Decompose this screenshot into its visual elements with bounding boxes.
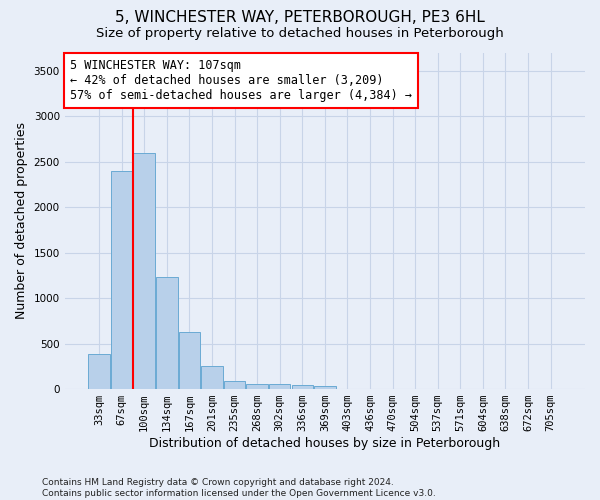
Bar [111, 171, 133, 389]
Y-axis label: Number of detached properties: Number of detached properties [15, 122, 28, 320]
Bar [179, 332, 200, 389]
Bar [247, 384, 268, 389]
Bar [314, 386, 335, 389]
Bar [224, 381, 245, 389]
Bar [292, 385, 313, 389]
Bar [201, 366, 223, 389]
Text: 5 WINCHESTER WAY: 107sqm
← 42% of detached houses are smaller (3,209)
57% of sem: 5 WINCHESTER WAY: 107sqm ← 42% of detach… [70, 59, 412, 102]
Bar [156, 277, 178, 389]
Bar [269, 384, 290, 389]
X-axis label: Distribution of detached houses by size in Peterborough: Distribution of detached houses by size … [149, 437, 500, 450]
Text: Size of property relative to detached houses in Peterborough: Size of property relative to detached ho… [96, 28, 504, 40]
Bar [88, 354, 110, 389]
Text: 5, WINCHESTER WAY, PETERBOROUGH, PE3 6HL: 5, WINCHESTER WAY, PETERBOROUGH, PE3 6HL [115, 10, 485, 25]
Bar [133, 152, 155, 389]
Text: Contains HM Land Registry data © Crown copyright and database right 2024.
Contai: Contains HM Land Registry data © Crown c… [42, 478, 436, 498]
